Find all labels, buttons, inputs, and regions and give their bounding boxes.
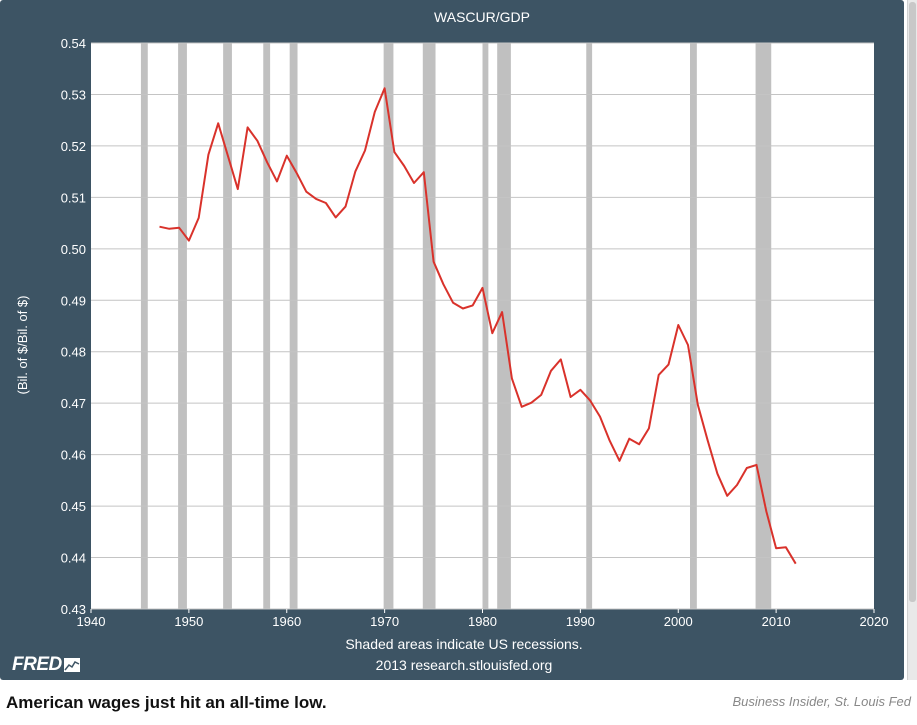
y-tick-label: 0.52 [61, 139, 86, 154]
y-tick-label: 0.43 [61, 602, 86, 617]
caption: American wages just hit an all-time low. [6, 693, 327, 712]
credit: Business Insider, St. Louis Fed [732, 694, 911, 709]
y-tick-label: 0.44 [61, 551, 86, 566]
y-tick-label: 0.49 [61, 293, 86, 308]
y-tick-label: 0.51 [61, 190, 86, 205]
scrollbar[interactable] [907, 0, 917, 680]
y-tick-label: 0.47 [61, 396, 86, 411]
recession-band [223, 43, 232, 609]
recession-band [586, 43, 593, 609]
x-tick-label: 1950 [174, 614, 203, 629]
recession-band [178, 43, 187, 609]
x-tick-label: 2020 [860, 614, 889, 629]
recession-band [755, 43, 772, 609]
x-tick-label: 2000 [664, 614, 693, 629]
recession-band [422, 43, 436, 609]
recession-band [383, 43, 394, 609]
source-note: 2013 research.stlouisfed.org [376, 657, 553, 673]
x-tick-label: 1980 [468, 614, 497, 629]
scrollbar-thumb[interactable] [909, 2, 916, 602]
gridlines [91, 42, 874, 610]
mini-chart-icon [63, 658, 80, 672]
y-tick-label: 0.54 [61, 36, 86, 51]
recession-note: Shaded areas indicate US recessions. [345, 636, 582, 652]
x-tick-label: 2010 [762, 614, 791, 629]
fred-logo: FRED [12, 654, 80, 675]
y-tick-label: 0.46 [61, 448, 86, 463]
y-axis-ticks: 0.54 0.53 0.52 0.51 0.50 0.49 0.48 0.47 0.46 0.45… [61, 36, 86, 617]
x-axis-ticks: 1940 1950 1960 1970 1980 1990 2000 2010 2020 [77, 609, 889, 629]
recession-band [689, 43, 697, 609]
chart: WASCUR/GDP 0.540.530.520.510.500.490.480… [15, 9, 889, 673]
y-tick-label: 0.45 [61, 499, 86, 514]
y-tick-label: 0.48 [61, 345, 86, 360]
x-tick-label: 1990 [566, 614, 595, 629]
x-tick-label: 1970 [370, 614, 399, 629]
chart-title: WASCUR/GDP [434, 9, 530, 25]
recession-band [263, 43, 271, 609]
fred-logo-text: FRED [12, 654, 62, 675]
x-tick-label: 1940 [77, 614, 106, 629]
series-line [159, 87, 797, 565]
y-axis-label: (Bil. of $/Bil. of $) [15, 296, 30, 395]
x-tick-label: 1960 [272, 614, 301, 629]
recession-band [289, 43, 298, 609]
recession-band [482, 43, 489, 609]
y-tick-label: 0.53 [61, 87, 86, 102]
y-tick-label: 0.50 [61, 242, 86, 257]
recession-band [140, 43, 148, 609]
